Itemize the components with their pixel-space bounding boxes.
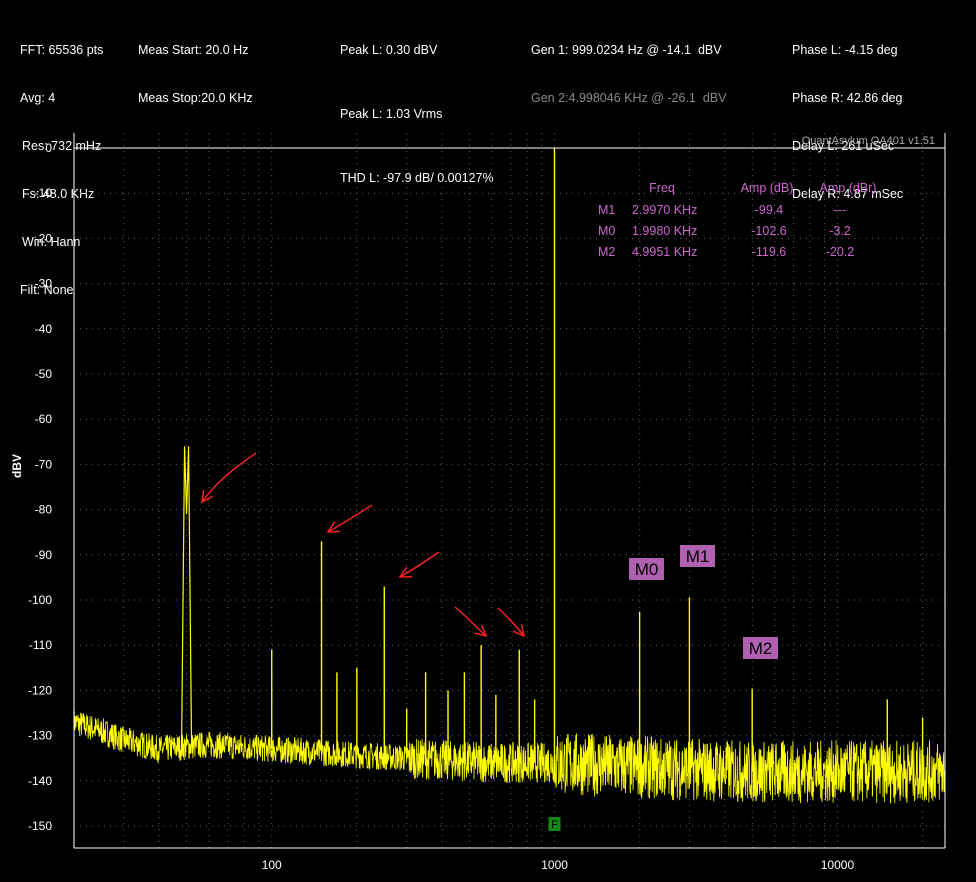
marker-table-header: Amp (dB) [741, 181, 794, 195]
marker-table-cell: M0 [598, 224, 615, 238]
arrow-head [474, 624, 488, 638]
marker-box [629, 558, 664, 580]
y-tick-label: -110 [29, 638, 52, 652]
filter: Filt: None [20, 283, 74, 297]
marker-table-cell: -119.6 [752, 245, 787, 259]
marker-table-cell: -102.6 [751, 224, 786, 238]
y-tick-label: -100 [28, 593, 52, 607]
spectrum-peaks [180, 148, 924, 772]
marker-label: M1 [686, 547, 710, 566]
marker-table-cell: 2.9970 KHz [632, 203, 697, 217]
window: Win: Hann [22, 235, 81, 249]
fft-info: FFT: 65536 pts Avg: 4 Res: 732 mHz Fs: 4… [20, 10, 103, 330]
marker-table-cell: 4.9951 KHz [632, 245, 697, 259]
x-tick-label: 100 [262, 858, 282, 872]
x-tick-labels: 100 1000 10000 [262, 858, 855, 872]
spectrum-peak [180, 446, 193, 747]
marker-table: Freq Amp (dB) Amp (dBr) M1 2.9970 KHz -99.4 --… [598, 181, 876, 259]
phase-l: Phase L: -4.15 deg [792, 43, 898, 57]
resolution: Res: 732 mHz [22, 139, 102, 153]
y-tick-label: -30 [35, 277, 53, 291]
arrow-shaft [399, 551, 440, 578]
marker-table-header: Freq [649, 181, 675, 195]
fundamental-flag: F [548, 817, 561, 831]
marker-label: M2 [749, 639, 773, 658]
y-tick-label: -40 [35, 322, 53, 336]
marker-label: M0 [635, 560, 659, 579]
marker-table-cell: 1.9980 KHz [632, 224, 697, 238]
arrow-shaft [327, 504, 373, 533]
y-tick-label: -20 [35, 231, 53, 245]
gen1: Gen 1: 999.0234 Hz @ -14.1 dBV [531, 43, 722, 57]
flag-label: F [551, 819, 558, 831]
marker-table-cell: -3.2 [829, 224, 851, 238]
grid [73, 133, 945, 848]
y-tick-label: -60 [35, 412, 53, 426]
marker-box [680, 545, 715, 567]
arrow-head [326, 521, 341, 533]
y-axis-label: dBV [10, 454, 24, 478]
gen2: Gen 2:4.998046 KHz @ -26.1 dBV [531, 91, 727, 105]
marker-labels[interactable]: M0 M1 M2 [629, 545, 778, 659]
y-tick-label: -120 [28, 683, 52, 697]
noise-trace [73, 710, 946, 804]
arrow-head [201, 490, 213, 504]
marker-box [743, 637, 778, 659]
delay-l: Delay L: 261 uSec [792, 139, 895, 153]
y-tick-label: -10 [35, 186, 53, 200]
marker-table-cell: -99.4 [755, 203, 784, 217]
averages: Avg: 4 [20, 91, 56, 105]
marker-table-cell: M2 [598, 245, 615, 259]
y-tick-label: -140 [28, 774, 52, 788]
arrow [454, 606, 488, 638]
phase-info: Phase L: -4.15 deg Phase R: 42.86 deg De… [792, 10, 903, 234]
noise-floor-trace [73, 710, 946, 804]
watermark: QuantAsylum QA401 v1.51 [802, 135, 935, 147]
peak-vrms: Peak L: 1.03 Vrms [340, 107, 443, 121]
peak-dbv: Peak L: 0.30 dBV [340, 43, 438, 57]
sample-rate: Fs: 48.0 KHz [22, 187, 95, 201]
arrow [398, 551, 440, 578]
meas-start: Meas Start: 20.0 Hz [138, 43, 249, 57]
fft-points: FFT: 65536 pts [20, 43, 104, 57]
marker-m1[interactable]: M1 [680, 545, 715, 567]
delay-r: Delay R: 4.87 mSec [792, 187, 904, 201]
arrow-shaft [454, 606, 487, 637]
peak-info: Peak L: 0.30 dBV Peak L: 1.03 Vrms THD L… [340, 10, 494, 218]
annotation-arrows [201, 452, 525, 638]
y-tick-label: -130 [28, 729, 52, 743]
y-tick-label: -70 [35, 457, 53, 471]
x-tick-label: 1000 [541, 858, 568, 872]
arrow-shaft [201, 452, 257, 503]
marker-m2[interactable]: M2 [743, 637, 778, 659]
plot-frame [73, 133, 946, 849]
marker-table-cell: --- [834, 203, 847, 217]
y-tick-label: -90 [35, 548, 53, 562]
marker-table-cell: M1 [598, 203, 615, 217]
y-tick-label: 0 [45, 141, 52, 155]
generator-info: Gen 1: 999.0234 Hz @ -14.1 dBV Gen 2:4.9… [531, 10, 726, 138]
x-tick-label: 10000 [821, 858, 855, 872]
phase-r: Phase R: 42.86 deg [792, 91, 903, 105]
y-tick-label: -80 [35, 503, 53, 517]
meas-stop: Meas Stop:20.0 KHz [138, 91, 253, 105]
y-tick-label: -50 [35, 367, 53, 381]
arrow [326, 504, 373, 533]
y-tick-label: -150 [28, 819, 52, 833]
marker-table-cell: -20.2 [826, 245, 855, 259]
thd: THD L: -97.9 dB/ 0.00127% [340, 171, 494, 185]
y-tick-labels: 0 -10 -20 -30 -40 -50 -60 -70 -80 -90 -100 -110 -120… [28, 141, 52, 833]
arrow-shaft [497, 607, 525, 637]
arrow [497, 607, 525, 638]
flag-box [548, 817, 561, 831]
meas-range: Meas Start: 20.0 Hz Meas Stop:20.0 KHz [138, 10, 253, 138]
marker-table-header: Amp (dBr) [820, 181, 877, 195]
arrow [201, 452, 257, 504]
arrow-head [398, 566, 413, 578]
marker-m0[interactable]: M0 [629, 558, 664, 580]
arrow-head [512, 624, 525, 638]
